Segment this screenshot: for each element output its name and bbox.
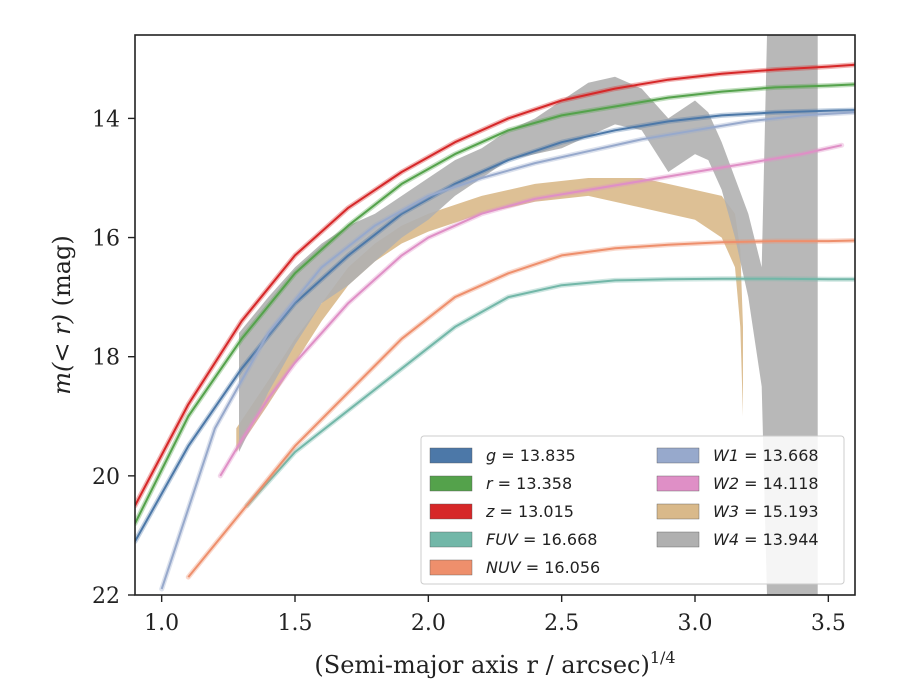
legend-swatch-z [429,503,473,520]
x-axis: 1.0 1.5 2.0 2.5 3.0 3.5 [144,595,846,636]
y-tick-label: 22 [92,584,120,609]
series-w2-line [219,144,842,477]
x-axis-label: (Semi-major axis r / arcsec)1/4 [314,648,675,679]
legend-label-r: r = 13.358 [486,474,572,493]
legend-swatch-fuv [429,531,473,548]
band-layer [236,35,818,595]
legend-label-fuv: FUV = 16.668 [486,530,597,549]
legend-swatch-r [429,475,473,492]
y-tick-label: 18 [92,346,120,371]
x-tick-label: 3.5 [811,611,846,636]
x-tick-label: 1.5 [278,611,313,636]
x-tick-label: 3.0 [678,611,713,636]
legend-swatch-w1 [656,447,700,464]
legend-swatch-w4 [656,531,700,548]
legend: g = 13.835 r = 13.358 z = 13.015 FUV = 16.6… [420,435,845,585]
series-z-line [135,63,855,507]
y-tick-label: 14 [92,107,120,132]
legend-label-z: z = 13.015 [485,502,574,521]
y-axis-label: m(< r) (mag) [48,235,76,395]
x-tick-label: 1.0 [144,611,179,636]
line-layer [135,62,855,592]
legend-label-w3: W3 = 15.193 [713,502,819,521]
x-tick-label: 2.0 [411,611,446,636]
plot-frame [134,34,856,596]
series-w4-band [239,35,818,595]
legend-label-w2: W2 = 14.118 [713,474,819,493]
legend-label-nuv: NUV = 16.056 [486,558,600,577]
x-tick-label: 2.5 [544,611,579,636]
series-fuv-line [246,277,855,507]
legend-box [420,435,845,585]
series-nuv-line [187,239,855,578]
y-axis: 14 16 18 20 22 [92,107,135,609]
legend-label-g: g = 13.835 [486,446,576,465]
y-tick-label: 20 [92,465,120,490]
legend-swatch-g [429,447,473,464]
legend-swatch-nuv [429,559,473,576]
legend-swatch-w3 [656,503,700,520]
legend-items: g = 13.835 r = 13.358 z = 13.015 FUV = 16.6… [429,446,819,577]
series-w3-band [236,178,744,452]
y-tick-label: 16 [92,227,120,252]
legend-label-w1: W1 = 13.668 [713,446,819,465]
series-w1-line [160,111,855,590]
series-r-line [135,83,855,524]
legend-label-w4: W4 = 13.944 [713,530,819,549]
legend-swatch-w2 [656,475,700,492]
